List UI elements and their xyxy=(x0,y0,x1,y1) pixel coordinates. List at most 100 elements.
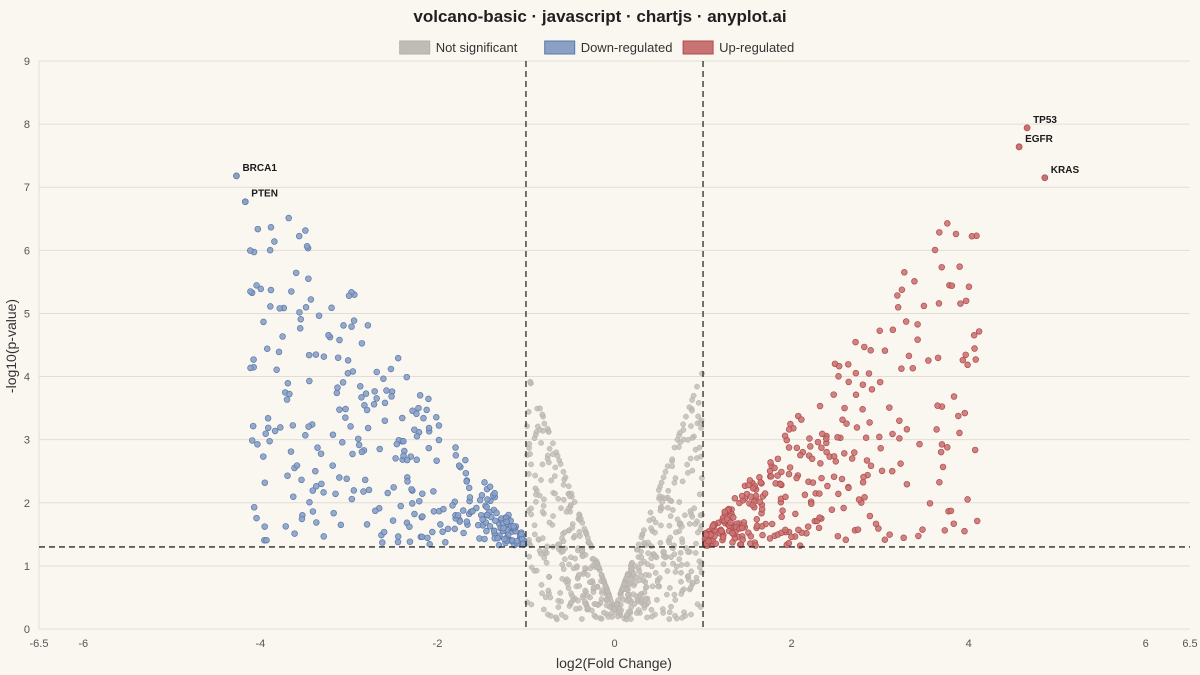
point-not-significant xyxy=(699,370,705,377)
point-not-significant xyxy=(667,534,674,541)
point-down-regulated xyxy=(344,369,352,377)
point-not-significant xyxy=(685,549,691,555)
point-not-significant xyxy=(546,459,552,466)
point-not-significant xyxy=(540,606,547,613)
point-up-regulated xyxy=(939,463,947,471)
point-down-regulated xyxy=(491,489,498,497)
point-not-significant xyxy=(640,577,647,584)
point-down-regulated xyxy=(442,539,449,546)
gene-label: TP53 xyxy=(1033,115,1057,126)
point-down-regulated xyxy=(355,441,363,449)
point-up-regulated xyxy=(809,479,817,486)
point-down-regulated xyxy=(282,523,289,530)
point-up-regulated xyxy=(938,263,945,271)
point-not-significant xyxy=(679,478,686,485)
point-down-regulated xyxy=(452,444,459,451)
point-down-regulated xyxy=(288,288,295,295)
point-not-significant xyxy=(664,591,670,598)
point-not-significant xyxy=(582,587,589,594)
point-down-regulated xyxy=(247,364,254,372)
point-up-regulated xyxy=(853,424,861,431)
point-up-regulated xyxy=(795,526,802,534)
point-not-significant xyxy=(537,405,543,412)
point-up-regulated xyxy=(920,302,928,310)
point-down-regulated xyxy=(444,525,452,533)
point-not-significant xyxy=(541,555,548,561)
point-not-significant xyxy=(542,594,549,601)
point-not-significant xyxy=(694,383,700,390)
point-down-regulated xyxy=(483,527,490,535)
point-down-regulated xyxy=(344,357,352,364)
point-not-significant xyxy=(672,529,679,536)
point-down-regulated xyxy=(425,395,432,403)
point-down-regulated xyxy=(307,296,315,303)
point-not-significant xyxy=(644,614,650,621)
point-down-regulated xyxy=(362,390,370,397)
point-up-regulated xyxy=(835,490,842,498)
point-not-significant xyxy=(667,513,674,519)
point-down-regulated xyxy=(394,354,402,362)
point-up-regulated xyxy=(747,540,754,547)
point-down-regulated xyxy=(452,452,460,459)
point-down-regulated xyxy=(339,379,347,386)
y-tick-label: 7 xyxy=(24,182,30,194)
point-up-regulated xyxy=(935,300,943,307)
point-not-significant xyxy=(550,440,556,447)
y-tick-label: 6 xyxy=(24,245,30,257)
point-up-regulated xyxy=(729,539,736,546)
point-down-regulated xyxy=(510,523,517,530)
point-up-regulated xyxy=(956,263,963,270)
point-not-significant xyxy=(641,602,648,608)
point-up-regulated xyxy=(767,473,775,480)
point-not-significant xyxy=(560,481,567,488)
point-down-regulated xyxy=(465,484,473,492)
point-up-regulated xyxy=(793,474,800,482)
point-up-regulated xyxy=(758,506,766,513)
point-not-significant xyxy=(696,444,703,451)
y-tick-label: 2 xyxy=(24,498,30,510)
point-not-significant xyxy=(540,427,546,434)
point-up-regulated xyxy=(774,472,781,479)
point-down-regulated xyxy=(305,275,312,282)
point-up-regulated xyxy=(947,507,955,515)
point-down-regulated xyxy=(354,435,362,443)
point-down-regulated xyxy=(276,305,283,312)
point-down-regulated xyxy=(360,488,367,495)
point-down-regulated xyxy=(305,351,313,359)
point-down-regulated xyxy=(381,399,389,407)
point-up-regulated xyxy=(964,361,971,369)
point-up-regulated xyxy=(938,441,946,448)
point-down-regulated xyxy=(261,523,268,530)
point-up-regulated xyxy=(926,500,934,507)
point-down-regulated xyxy=(336,406,343,413)
point-not-significant xyxy=(637,592,643,599)
point-not-significant xyxy=(546,519,553,526)
point-up-regulated xyxy=(702,531,710,539)
point-not-significant xyxy=(539,508,546,515)
point-not-significant xyxy=(683,413,689,420)
point-not-significant xyxy=(548,477,555,484)
point-down-regulated xyxy=(267,303,274,310)
point-not-significant xyxy=(684,561,690,568)
point-up-regulated xyxy=(975,328,983,335)
point-up-regulated xyxy=(818,474,825,482)
point-not-significant xyxy=(536,547,543,554)
point-up-regulated xyxy=(781,432,789,440)
point-up-regulated xyxy=(815,524,823,532)
point-down-regulated xyxy=(416,392,424,399)
point-up-regulated xyxy=(959,356,967,364)
point-up-regulated xyxy=(937,448,945,456)
point-down-regulated xyxy=(279,333,286,340)
point-down-regulated xyxy=(296,325,304,332)
point-up-regulated xyxy=(768,520,776,528)
point-up-regulated xyxy=(950,393,958,400)
point-not-significant xyxy=(568,599,574,606)
point-down-regulated xyxy=(419,513,426,520)
point-not-significant xyxy=(652,570,659,576)
point-not-significant xyxy=(669,456,676,463)
point-not-significant xyxy=(531,531,538,538)
legend-label: Up-regulated xyxy=(719,40,794,55)
point-not-significant xyxy=(658,479,665,486)
legend-label: Down-regulated xyxy=(581,40,673,55)
point-not-significant xyxy=(697,419,704,426)
